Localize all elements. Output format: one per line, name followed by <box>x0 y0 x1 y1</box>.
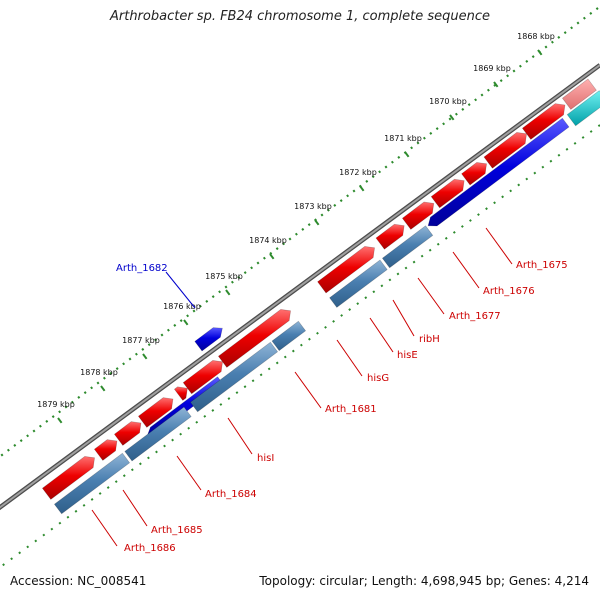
forward-cds-block <box>317 246 375 294</box>
map-title: Arthrobacter sp. FB24 chromosome 1, comp… <box>109 9 491 24</box>
reverse-gene-block <box>427 117 570 227</box>
gene-label: Arth_1681 <box>325 404 377 415</box>
kbp-tick-mark <box>537 49 543 56</box>
forward-cds-block-light <box>561 78 597 110</box>
gene-label-leader <box>485 227 513 265</box>
kbp-tick-label: 1878 kbp <box>80 368 118 377</box>
kbp-tick-mark <box>449 114 455 121</box>
kbp-tick-label: 1877 kbp <box>122 336 160 345</box>
kbp-tick-label: 1879 kbp <box>37 400 75 409</box>
kbp-tick-label: 1868 kbp <box>517 32 555 41</box>
gene-label-leader <box>122 489 148 527</box>
kbp-tick-mark <box>183 319 189 326</box>
gene-label-leader <box>227 417 253 455</box>
kbp-tick-mark <box>359 185 365 192</box>
forward-cds-block <box>113 421 142 446</box>
sequence-backbone <box>0 63 600 511</box>
gene-label: Arth_1682 <box>116 263 168 274</box>
gene-label-leader <box>165 271 196 309</box>
kbp-tick-mark <box>100 385 106 392</box>
backbone-highlight <box>0 64 600 509</box>
gene-label: hisG <box>367 373 389 384</box>
gene-label-leader <box>452 251 480 289</box>
gene-label: hisE <box>397 350 418 361</box>
gene-label: Arth_1685 <box>151 525 203 536</box>
kbp-tick-mark <box>57 417 63 424</box>
feature-tracks <box>0 78 600 569</box>
forward-cds-block <box>430 178 465 209</box>
kbp-tick-mark <box>314 219 320 226</box>
kbp-ruler: 1868 kbp 1869 kbp 1870 kbp 1871 kbp 1872 kbp… <box>0 7 599 458</box>
reverse-cds-block <box>271 320 307 352</box>
kbp-tick-mark <box>404 151 410 158</box>
kbp-tick-label: 1875 kbp <box>205 272 243 281</box>
kbp-tick-mark <box>225 289 231 296</box>
kbp-tick-label: 1870 kbp <box>429 97 467 106</box>
reverse-cds-block <box>329 259 388 308</box>
forward-cds-block <box>375 223 405 250</box>
arth-1682-gene-block <box>194 327 223 352</box>
gene-label: Arth_1684 <box>205 489 257 500</box>
forward-cds-block <box>41 456 95 500</box>
forward-cds-block <box>521 103 566 140</box>
forward-cds-block <box>461 162 487 186</box>
forward-cds-block <box>137 397 174 428</box>
kbp-tick-label: 1872 kbp <box>339 168 377 177</box>
gene-label: Arth_1677 <box>449 311 501 322</box>
other-feature-block <box>566 90 600 127</box>
gene-label-leader <box>91 509 118 547</box>
forward-cds-block <box>173 386 188 401</box>
sequence-summary: Topology: circular; Length: 4,698,945 bp… <box>259 574 589 588</box>
gene-label-leader <box>417 277 445 315</box>
kbp-tick-label: 1871 kbp <box>384 134 422 143</box>
kbp-tick-mark <box>142 353 148 360</box>
gene-label-leader <box>176 455 202 491</box>
kbp-tick-label: 1874 kbp <box>249 236 287 245</box>
kbp-tick-mark <box>269 253 275 260</box>
track-guide-line <box>0 124 600 569</box>
gene-label-leader <box>336 339 363 377</box>
reverse-cds-block <box>124 406 192 462</box>
gene-label: ribH <box>419 334 440 345</box>
kbp-tick-label: 1869 kbp <box>473 64 511 73</box>
gene-label: Arth_1675 <box>516 260 568 271</box>
forward-cds-block <box>483 132 527 169</box>
forward-cds-block <box>401 201 435 230</box>
accession-text: Accession: NC_008541 <box>10 574 147 588</box>
gene-label: hisI <box>257 453 274 464</box>
gene-label-leader <box>369 317 394 353</box>
forward-cds-block <box>217 309 291 368</box>
kbp-tick-label: 1873 kbp <box>294 202 332 211</box>
forward-cds-block <box>182 360 223 395</box>
kbp-tick-label: 1876 kbp <box>163 302 201 311</box>
kbp-tick-mark <box>493 81 499 88</box>
gene-label: Arth_1676 <box>483 286 535 297</box>
reverse-cds-block <box>53 452 131 515</box>
reverse-cds-block <box>189 341 279 413</box>
reverse-cds-block <box>381 225 434 269</box>
gene-label-leader <box>294 371 322 409</box>
forward-cds-block <box>93 439 118 461</box>
gene-label: Arth_1686 <box>124 543 176 554</box>
gene-label-leader <box>392 299 415 337</box>
